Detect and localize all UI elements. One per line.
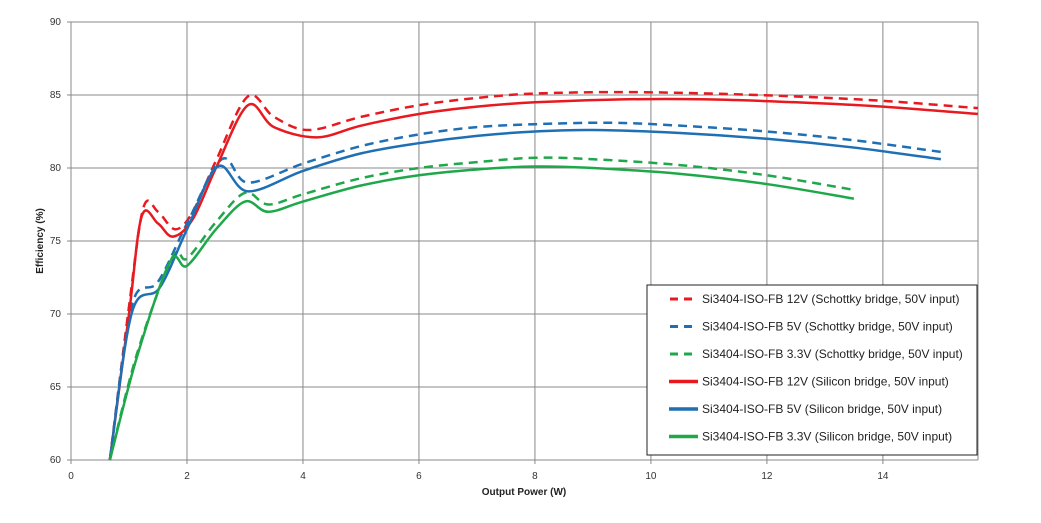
x-tick-label: 4 [300,471,306,482]
y-axis-label: Efficiency (%) [35,208,46,274]
legend-label-2: Si3404-ISO-FB 5V (Schottky bridge, 50V i… [702,320,953,334]
y-tick-label: 65 [50,382,62,393]
tick-labels: 60 65 70 75 80 85 90 0 2 4 6 8 10 12 14 [50,17,889,482]
y-tick-label: 80 [50,163,62,174]
x-tick-label: 8 [532,471,538,482]
y-tick-label: 85 [50,90,62,101]
x-tick-label: 2 [184,471,190,482]
legend-label-1: Si3404-ISO-FB 12V (Schottky bridge, 50V … [702,292,959,306]
x-tick-label: 14 [877,471,889,482]
series-line-1 [108,90,979,461]
x-tick-label: 0 [68,471,74,482]
series-lines [108,90,979,461]
series-line-6 [108,165,855,461]
series-line-4 [108,97,979,461]
legend-label-3: Si3404-ISO-FB 3.3V (Schottky bridge, 50V… [702,347,963,361]
legend: Si3404-ISO-FB 12V (Schottky bridge, 50V … [646,284,978,456]
legend-label-5: Si3404-ISO-FB 5V (Silicon bridge, 50V in… [702,402,942,416]
y-tick-label: 70 [50,309,62,320]
x-tick-label: 12 [761,471,773,482]
x-tick-label: 6 [416,471,422,482]
legend-label-6: Si3404-ISO-FB 3.3V (Silicon bridge, 50V … [702,430,952,444]
x-axis-label: Output Power (W) [482,487,566,498]
series-line-2 [108,121,942,461]
y-tick-label: 90 [50,17,62,28]
legend-label-4: Si3404-ISO-FB 12V (Silicon bridge, 50V i… [702,375,949,389]
legend-box [646,284,978,456]
x-tick-label: 10 [645,471,657,482]
y-tick-label: 60 [50,455,62,466]
y-tick-label: 75 [50,236,62,247]
